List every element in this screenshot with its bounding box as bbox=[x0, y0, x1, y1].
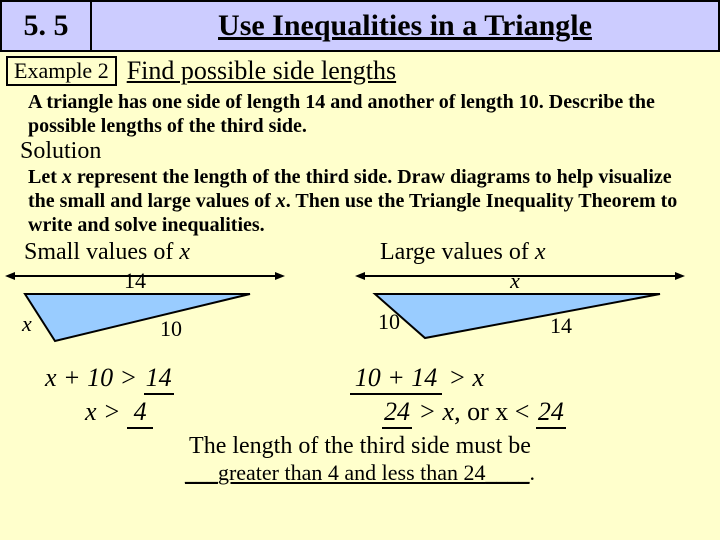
ineq-small-1: x + 10 > 14 bbox=[0, 363, 350, 395]
label-right: 14 bbox=[550, 313, 572, 338]
blank-14: 14 bbox=[144, 363, 174, 395]
inequality-row-2: x > 4 24 > x, or x < 24 bbox=[0, 397, 720, 429]
solution-text: Let x represent the length of the third … bbox=[0, 165, 720, 237]
example-row: Example 2 Find possible side lengths bbox=[0, 52, 720, 90]
conclusion-line1: The length of the third side must be bbox=[0, 433, 720, 460]
problem-body: A triangle has one side of length 14 and… bbox=[28, 91, 655, 137]
triangle-small-icon: 14 x 10 bbox=[0, 266, 330, 361]
label-left: 10 bbox=[378, 309, 400, 334]
subhead-small: Small values of x bbox=[0, 239, 350, 266]
example-label-box: Example 2 bbox=[6, 56, 117, 86]
ineq-large-2: 24 > x, or x < 24 bbox=[350, 397, 720, 429]
solution-label: Solution bbox=[0, 138, 720, 165]
problem-text: A triangle has one side of length 14 and… bbox=[0, 90, 720, 138]
diagram-row: 14 x 10 x 10 14 bbox=[0, 266, 720, 361]
label-top: x bbox=[509, 268, 520, 293]
conclusion-fill: ___greater than 4 and less than 24____ bbox=[185, 460, 530, 485]
ineq-large-1: 10 + 14 > x bbox=[350, 363, 720, 395]
subhead-row: Small values of x Large values of x bbox=[0, 237, 720, 266]
label-right: 10 bbox=[160, 316, 182, 341]
header-bar: 5. 5 Use Inequalities in a Triangle bbox=[0, 0, 720, 52]
blank-4: 4 bbox=[127, 397, 153, 429]
triangle-large-icon: x 10 14 bbox=[350, 266, 710, 361]
label-left: x bbox=[21, 311, 32, 336]
conclusion-line2: ___greater than 4 and less than 24____. bbox=[0, 460, 720, 486]
diagram-large: x 10 14 bbox=[350, 266, 710, 361]
diagram-small: 14 x 10 bbox=[0, 266, 350, 361]
blank-24a: 24 bbox=[382, 397, 412, 429]
example-title: Find possible side lengths bbox=[127, 56, 396, 86]
blank-24b: 24 bbox=[536, 397, 566, 429]
blank-sum: 10 + 14 bbox=[350, 363, 442, 395]
solution-body: Let x represent the length of the third … bbox=[28, 166, 677, 236]
conclusion: The length of the third side must be ___… bbox=[0, 429, 720, 486]
page-title: Use Inequalities in a Triangle bbox=[92, 2, 718, 50]
section-number: 5. 5 bbox=[2, 2, 92, 50]
subhead-large: Large values of x bbox=[350, 239, 720, 266]
ineq-small-2: x > 4 bbox=[0, 397, 350, 429]
inequality-row-1: x + 10 > 14 10 + 14 > x bbox=[0, 363, 720, 395]
label-top: 14 bbox=[124, 268, 146, 293]
